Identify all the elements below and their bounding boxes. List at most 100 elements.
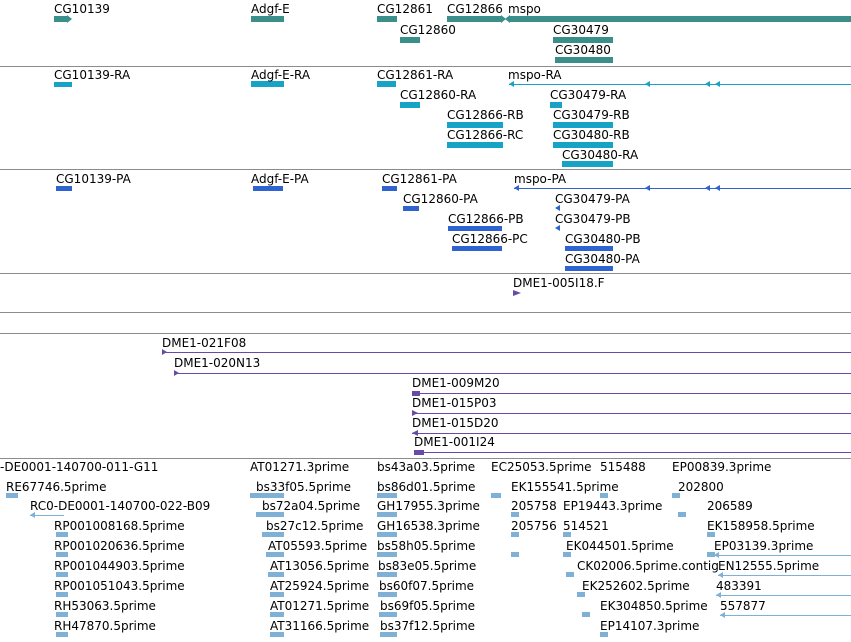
protein-label[interactable]: CG12860-PA [403,192,478,206]
est-label[interactable]: -DE0001-140700-011-G11 [0,460,159,474]
est-label[interactable]: 202800 [678,480,724,494]
transcript-feature[interactable] [562,161,613,167]
clone-label[interactable]: DME1-009M20 [412,376,500,390]
clone-feature-line[interactable] [414,452,851,453]
est-label[interactable]: EP00839.3prime [672,460,772,474]
transcript-label[interactable]: CG12866-RC [447,128,524,142]
gene-feature[interactable] [553,37,613,43]
est-label[interactable]: CK02006.5prime.contig [577,559,719,573]
est-feature[interactable] [511,512,519,517]
est-feature[interactable] [511,532,519,537]
est-label[interactable]: bs33f05.5prime [256,480,352,494]
est-feature[interactable] [56,532,68,537]
est-label[interactable]: EN12555.5prime [718,559,820,573]
transcript-label[interactable]: CG30480-RA [562,148,639,162]
transcript-label[interactable]: CG30479-RB [553,108,630,122]
transcript-feature[interactable] [54,82,72,87]
est-feature[interactable] [678,512,686,517]
est-label[interactable]: RC0-DE0001-140700-022-B09 [30,499,211,513]
est-label[interactable]: bs86d01.5prime [377,480,476,494]
protein-feature[interactable] [565,246,613,251]
clone-label[interactable]: DME1-021F08 [162,336,247,350]
est-label[interactable]: 206589 [707,499,753,513]
gene-feature[interactable] [447,16,501,22]
gene-feature[interactable] [54,16,67,22]
gene-label[interactable]: mspo [508,2,541,16]
est-feature[interactable] [707,532,715,537]
clone-feature-line[interactable] [412,393,851,394]
transcript-feature[interactable] [550,102,562,108]
protein-feature[interactable] [452,246,502,251]
est-label[interactable]: AT13056.5prime [270,559,370,573]
est-label[interactable]: AT01271.5prime [270,599,370,613]
clone-end-label[interactable]: DME1-005I18.F [513,276,605,290]
est-label[interactable]: bs58h05.5prime [377,539,476,553]
est-label[interactable]: RE67746.5prime [6,480,107,494]
est-label[interactable]: RP001051043.5prime [54,579,185,593]
est-label[interactable]: AT25924.5prime [270,579,370,593]
est-feature[interactable] [563,532,571,537]
est-feature[interactable] [577,592,585,597]
est-label[interactable]: 205758 [511,499,557,513]
est-feature[interactable] [270,592,284,597]
est-label[interactable]: EK304850.5prime [600,599,708,613]
protein-label[interactable]: CG30479-PB [555,212,631,226]
clone-feature-line[interactable] [412,413,851,414]
est-feature[interactable] [56,592,68,597]
est-label[interactable]: EP03139.3prime [714,539,814,553]
est-label[interactable]: RH47870.5prime [54,619,156,633]
est-feature[interactable] [582,612,590,617]
est-feature[interactable] [720,612,725,618]
gene-label[interactable]: CG30479 [553,23,609,37]
gene-label[interactable]: CG10139 [54,2,110,16]
est-feature[interactable] [377,532,397,537]
est-label[interactable]: bs43a03.5prime [377,460,476,474]
est-label[interactable]: 205756 [511,519,557,533]
protein-feature[interactable] [448,226,502,231]
clone-end-marker[interactable] [513,290,521,296]
est-feature[interactable] [378,592,397,597]
est-label[interactable]: 515488 [600,460,646,474]
est-label[interactable]: EK158958.5prime [707,519,815,533]
est-label[interactable]: bs83e05.5prime [378,559,477,573]
est-feature[interactable] [600,493,608,498]
est-label[interactable]: RH53063.5prime [54,599,156,613]
clone-feature-line[interactable] [174,373,851,374]
protein-label[interactable]: Adgf-E-PA [251,172,309,186]
gene-label[interactable]: Adgf-E [251,2,290,16]
protein-feature[interactable] [56,186,72,191]
gene-feature[interactable] [400,37,420,43]
est-label[interactable]: EP19443.3prime [563,499,663,513]
est-label[interactable]: bs72a04.5prime [262,499,361,513]
est-label[interactable]: RP001008168.5prime [54,519,185,533]
protein-label[interactable]: CG12861-PA [382,172,457,186]
est-feature[interactable] [56,552,68,557]
est-feature[interactable] [256,512,284,517]
transcript-label[interactable]: CG30480-RB [553,128,630,142]
protein-feature[interactable] [382,186,397,191]
est-feature[interactable] [250,493,284,498]
est-feature[interactable] [266,552,284,557]
est-label[interactable]: EK155541.5prime [511,480,619,494]
gene-label[interactable]: CG12861 [377,2,433,16]
est-feature[interactable] [268,572,284,577]
est-feature[interactable] [56,612,68,617]
gene-label[interactable]: CG12860 [400,23,456,37]
protein-feature[interactable] [253,186,283,191]
gene-feature[interactable] [510,16,851,22]
est-label[interactable]: EK252602.5prime [582,579,690,593]
transcript-feature[interactable] [447,142,503,148]
est-label[interactable]: bs27c12.5prime [266,519,364,533]
est-label[interactable]: GH16538.3prime [377,519,480,533]
est-feature[interactable] [377,512,397,517]
est-feature[interactable] [600,632,608,637]
protein-label[interactable]: CG30479-PA [555,192,630,206]
est-label[interactable]: EK044501.5prime [566,539,674,553]
transcript-label[interactable]: Adgf-E-RA [251,68,311,82]
est-feature[interactable] [707,552,715,557]
est-feature[interactable] [716,592,721,598]
transcript-label[interactable]: CG10139-RA [54,68,131,82]
transcript-label[interactable]: CG12861-RA [377,68,454,82]
transcript-feature[interactable] [251,81,284,87]
protein-label[interactable]: CG12866-PB [448,212,524,226]
